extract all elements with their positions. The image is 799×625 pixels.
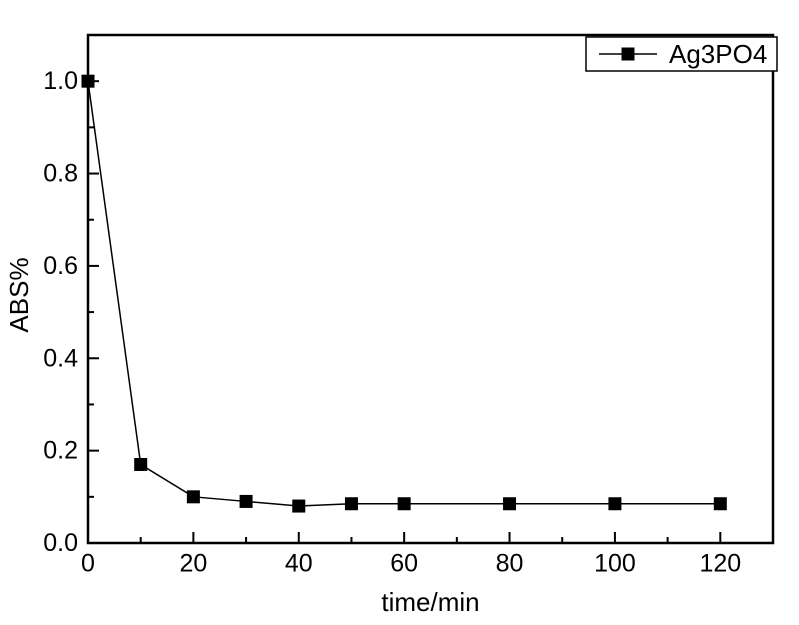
x-tick-label: 120 xyxy=(699,550,741,578)
x-tick-label: 20 xyxy=(179,550,207,578)
data-point-marker xyxy=(239,494,253,508)
y-tick-label: 0.4 xyxy=(43,344,78,372)
data-point-marker xyxy=(608,497,622,511)
data-point-marker xyxy=(397,497,411,511)
data-point-marker xyxy=(134,457,148,471)
data-point-marker xyxy=(292,499,306,513)
data-point-marker xyxy=(503,497,517,511)
data-point-marker xyxy=(713,497,727,511)
x-tick-label: 0 xyxy=(81,550,95,578)
y-tick-label: 0.2 xyxy=(43,437,78,465)
data-point-marker xyxy=(186,490,200,504)
legend-marker xyxy=(621,47,635,61)
data-point-marker xyxy=(344,497,358,511)
y-tick-label: 0.0 xyxy=(43,529,78,557)
series-line xyxy=(87,81,721,507)
legend-label: Ag3PO4 xyxy=(669,39,767,69)
x-tick-label: 80 xyxy=(496,550,524,578)
y-tick-label: 1.0 xyxy=(43,67,78,95)
plot-border xyxy=(86,33,775,545)
x-axis-title: time/min xyxy=(381,587,479,617)
y-axis-title: ABS% xyxy=(4,257,34,332)
y-tick-label: 0.8 xyxy=(43,160,78,188)
x-tick-label: 60 xyxy=(390,550,418,578)
x-tick-label: 40 xyxy=(285,550,313,578)
data-point-marker xyxy=(81,74,95,88)
y-tick-label: 0.6 xyxy=(43,252,78,280)
x-tick-label: 100 xyxy=(594,550,636,578)
